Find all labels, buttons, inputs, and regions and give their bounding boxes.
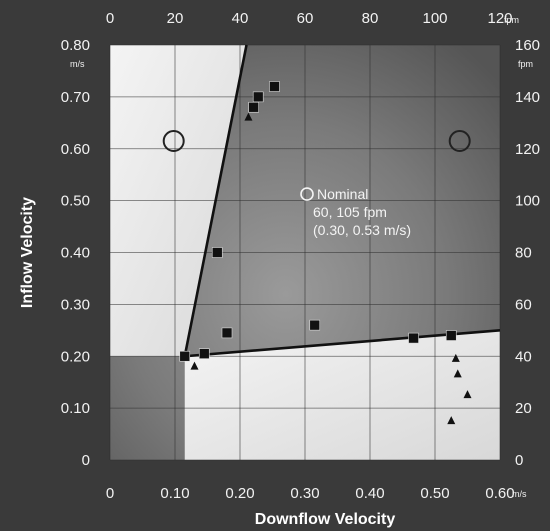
annotation-line-2: 60, 105 fpm <box>313 204 387 220</box>
square-point-8 <box>408 332 419 344</box>
data-marks <box>162 81 472 425</box>
nominal-annotation: Nominal 60, 105 fpm (0.30, 0.53 m/s) <box>313 186 411 238</box>
top-tick-label-4: 80 <box>362 10 379 27</box>
triangle-point-3 <box>453 369 462 378</box>
square-point-0 <box>179 350 191 362</box>
right-tick-label-6: 120 <box>515 141 540 158</box>
square-point-5 <box>252 91 264 103</box>
right-tick-label-5: 100 <box>515 193 540 210</box>
nominal-point-marker <box>300 187 314 201</box>
x-tick-label-5: 0.50 <box>420 485 449 502</box>
x-tick-label-1: 0.10 <box>160 485 189 502</box>
y-tick-label-2: 0.20 <box>61 348 90 365</box>
circle-marker-1 <box>448 129 471 152</box>
triangle-point-2 <box>451 353 460 362</box>
top-tick-label-5: 100 <box>422 10 447 27</box>
top-tick-label-1: 20 <box>167 10 184 27</box>
x-tick-label-3: 0.30 <box>290 485 319 502</box>
x-axis-unit: m/s <box>512 489 527 499</box>
top-tick-label-6: 120 <box>487 10 512 27</box>
right-tick-label-4: 80 <box>515 245 532 262</box>
grid <box>109 44 501 461</box>
y-axis-title: Inflow Velocity <box>19 197 36 308</box>
triangle-point-4 <box>463 390 472 399</box>
x-tick-label-6: 0.60 <box>485 485 514 502</box>
y-axis-unit: m/s <box>70 59 85 69</box>
y-tick-label-4: 0.40 <box>61 245 90 262</box>
annotation-line-1: Nominal <box>317 186 368 202</box>
right-tick-label-1: 20 <box>515 400 532 417</box>
top-tick-label-0: 0 <box>106 10 114 27</box>
annotation-line-3: (0.30, 0.53 m/s) <box>313 222 411 238</box>
right-tick-label-8: 160 <box>515 37 540 54</box>
triangle-point-1 <box>190 361 199 370</box>
y-tick-label-1: 0.10 <box>61 400 90 417</box>
triangle-point-0 <box>244 112 253 121</box>
y-tick-label-5: 0.50 <box>61 193 90 210</box>
acceptable-region-lower-right <box>184 330 500 460</box>
right-axis-unit: fpm <box>518 59 533 69</box>
square-point-7 <box>309 319 321 331</box>
right-tick-label-3: 60 <box>515 296 532 313</box>
boundary-line-0 <box>183 44 248 357</box>
square-point-1 <box>198 348 210 359</box>
square-point-3 <box>221 327 233 339</box>
x-tick-label-0: 0 <box>106 485 114 502</box>
y-tick-label-3: 0.30 <box>61 296 90 313</box>
top-tick-label-3: 60 <box>297 10 314 27</box>
square-point-4 <box>248 101 259 113</box>
top-axis-unit: fpm <box>504 15 519 25</box>
axes: 0 0.10 0.20 0.30 0.40 0.50 0.6000.100.200.300.… <box>61 10 540 502</box>
x-tick-label-4: 0.40 <box>355 485 384 502</box>
y-tick-label-7: 0.70 <box>61 89 90 106</box>
right-tick-label-7: 140 <box>515 89 540 106</box>
square-point-2 <box>211 247 223 258</box>
circle-marker-0 <box>162 129 185 152</box>
y-tick-label-6: 0.60 <box>61 141 90 158</box>
top-tick-label-2: 40 <box>232 10 249 27</box>
x-tick-label-2: 0.20 <box>225 485 254 502</box>
x-axis-title: Downflow Velocity <box>255 511 396 528</box>
square-point-6 <box>269 81 280 92</box>
y-tick-label-0: 0 <box>82 452 90 469</box>
square-point-9 <box>445 330 457 341</box>
triangle-point-5 <box>447 416 456 425</box>
right-tick-label-0: 0 <box>515 452 523 469</box>
y-tick-label-8: 0.80 <box>61 37 90 54</box>
right-tick-label-2: 40 <box>515 348 532 365</box>
